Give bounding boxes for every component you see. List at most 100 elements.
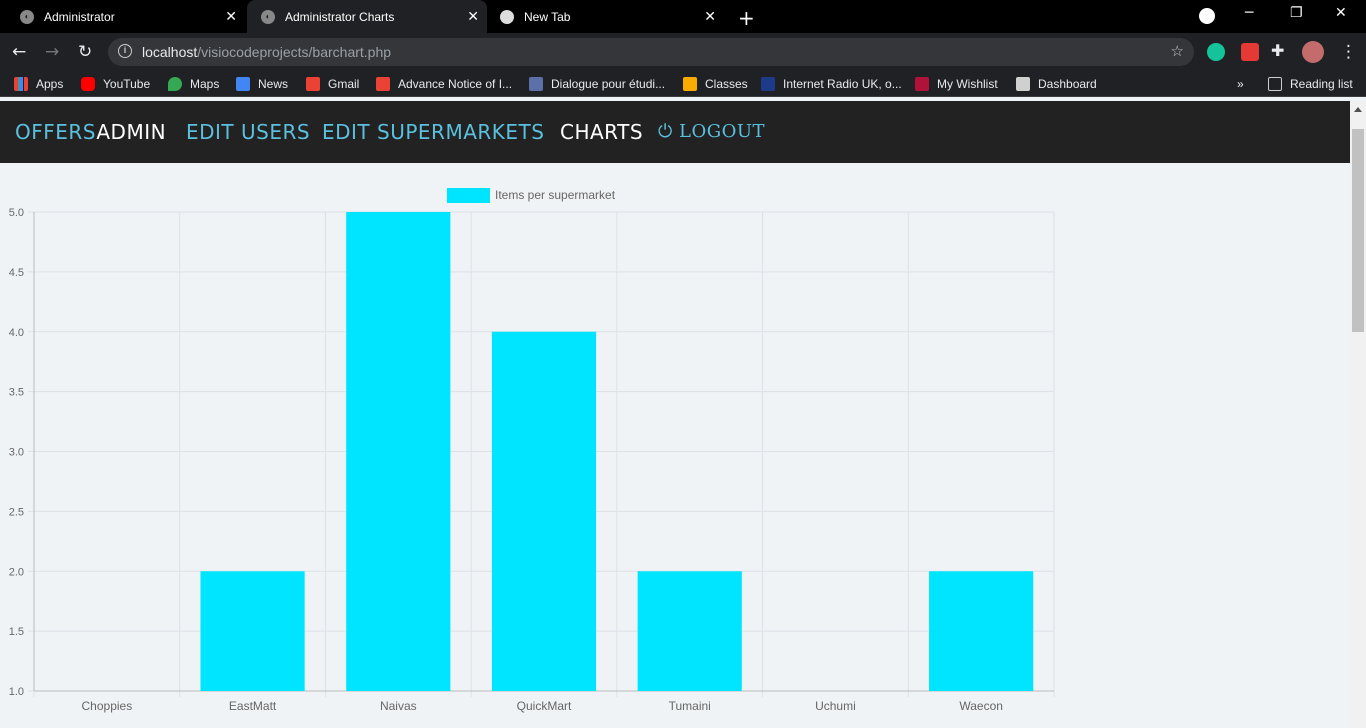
browser-tab-active[interactable]: ◐ Administrator Charts ✕ [247,0,487,33]
x-tick-label: EastMatt [229,699,277,713]
bar-quickmart [491,331,597,691]
bookmark-wishlist[interactable]: My Wishlist [915,76,998,92]
bookmark-star-icon[interactable]: ☆ [1170,42,1184,60]
bar-chart: 1.0 1.5 2.0 2.5 3.0 3.5 4.0 4.5 5.0 Choppies EastM… [9,188,1055,713]
dashboard-icon [1016,77,1030,91]
bookmark-dashboard[interactable]: Dashboard [1016,76,1097,92]
x-tick-label: Waecon [959,699,1003,713]
bookmark-dialogue[interactable]: Dialogue pour étudi... [529,76,665,92]
extensions-puzzle-icon[interactable]: ✚ [1271,41,1285,60]
y-tick-label: 1.5 [9,626,24,638]
doc-icon [529,77,543,91]
x-tick-label: QuickMart [517,699,572,713]
x-tick-label: Uchumi [815,699,856,713]
y-tick-label: 2.5 [9,506,24,518]
apps-grid-icon [14,77,28,91]
bookmark-label: Dashboard [1038,77,1097,91]
nav-edit-supermarkets[interactable]: EDIT SUPERMARKETS [322,120,545,144]
site-favicon-icon: ◐ [261,9,275,24]
x-tick-label: Tumaini [669,699,711,713]
bookmark-youtube[interactable]: YouTube [81,76,150,92]
bookmarks-overflow-button[interactable]: » [1237,76,1244,92]
bookmark-label: YouTube [103,77,151,91]
bookmark-internet-radio[interactable]: Internet Radio UK, o... [761,76,902,92]
nav-edit-users[interactable]: EDIT USERS [186,120,311,144]
browser-tab-bar: ◐ Administrator ✕ ◐ Administrator Charts… [0,0,1366,33]
close-tab-icon[interactable]: ✕ [467,9,479,25]
address-bar[interactable]: i localhost/visiocodeprojects/barchart.p… [108,38,1194,66]
y-tick-label: 3.0 [9,447,24,459]
avatar[interactable] [1302,41,1324,63]
browser-tab[interactable]: New Tab ✕ [488,0,728,33]
legend-label: Items per supermarket [495,188,616,202]
minimize-icon[interactable]: ─ [1245,5,1254,21]
tab-title: Administrator Charts [285,9,395,24]
grammarly-icon[interactable] [1207,43,1225,61]
bookmarks-bar: Apps YouTube Maps News Gmail Advance Not… [0,71,1366,97]
bar-tumaini [637,571,742,691]
close-tab-icon[interactable]: ✕ [704,9,716,25]
bookmark-label: Dialogue pour étudi... [551,77,666,91]
brand-part-admin: ADMIN [96,120,167,144]
reload-icon[interactable]: ↻ [78,42,93,62]
nav-charts[interactable]: CHARTS [560,120,644,144]
bookmark-classes[interactable]: Classes [683,76,748,92]
youtube-icon [81,77,95,91]
overflow-chevron-icon: » [1237,77,1244,91]
bookmark-label: My Wishlist [937,77,998,91]
brand-logo[interactable]: OFFERSADMIN [15,120,166,144]
x-tick-label: Choppies [82,699,133,713]
bookmark-apps[interactable]: Apps [14,76,63,92]
new-tab-button[interactable]: + [738,6,755,30]
reading-list-button[interactable]: Reading list [1268,76,1353,92]
y-tick-label: 5.0 [9,207,24,219]
scroll-up-icon[interactable] [1354,107,1362,112]
menu-kebab-icon[interactable]: ⋮ [1340,42,1357,62]
close-tab-icon[interactable]: ✕ [225,9,237,25]
browser-tab[interactable]: ◐ Administrator ✕ [0,0,245,33]
tab-title: New Tab [524,9,571,24]
bookmark-label: Maps [190,77,220,91]
bookmark-gmail[interactable]: Gmail [306,76,359,92]
x-tick-label: Naivas [380,699,417,713]
url-host: localhost [142,44,198,60]
page-scrollbar[interactable] [1350,101,1366,728]
y-tick-label: 1.0 [9,686,24,698]
wishlist-icon [915,77,929,91]
bookmark-label: Apps [36,77,64,91]
y-tick-label: 4.0 [9,327,24,339]
news-icon [236,77,250,91]
gmail-icon [376,77,390,91]
y-tick-label: 2.0 [9,566,24,578]
uk-flag-icon [761,77,775,91]
bar-eastmatt [200,571,305,691]
logout-label: LOGOUT [678,121,766,142]
tab-title: Administrator [44,9,115,24]
bar-waecon [929,571,1034,691]
back-arrow-icon[interactable]: ← [12,42,27,62]
site-favicon-icon: ◐ [20,9,34,24]
classroom-icon [683,77,697,91]
site-info-icon[interactable]: i [118,44,132,58]
window-close-icon[interactable]: ✕ [1335,5,1347,21]
restore-icon[interactable]: ❐ [1290,5,1303,21]
bookmark-label: Internet Radio UK, o... [783,77,902,91]
reading-list-icon [1268,77,1282,91]
y-tick-label: 3.5 [9,387,24,399]
forward-arrow-icon[interactable]: → [45,42,60,62]
extension-badge-icon[interactable] [1241,43,1259,61]
bookmark-label: Classes [705,77,748,91]
bookmark-label: Advance Notice of I... [398,77,513,91]
y-tick-label: 4.5 [9,267,24,279]
bookmark-maps[interactable]: Maps [168,76,219,92]
url-text[interactable]: localhost/visiocodeprojects/barchart.php [142,44,391,60]
power-icon: ⏻ [658,121,673,142]
legend-swatch [447,188,490,203]
bookmark-advance-notice[interactable]: Advance Notice of I... [376,76,512,92]
maps-icon [168,77,182,91]
reading-list-label: Reading list [1290,77,1353,91]
bookmark-news[interactable]: News [236,76,288,92]
scrollbar-thumb[interactable] [1352,129,1364,332]
nav-logout[interactable]: ⏻ LOGOUT [658,121,765,142]
profile-menu-icon[interactable] [1199,8,1215,24]
